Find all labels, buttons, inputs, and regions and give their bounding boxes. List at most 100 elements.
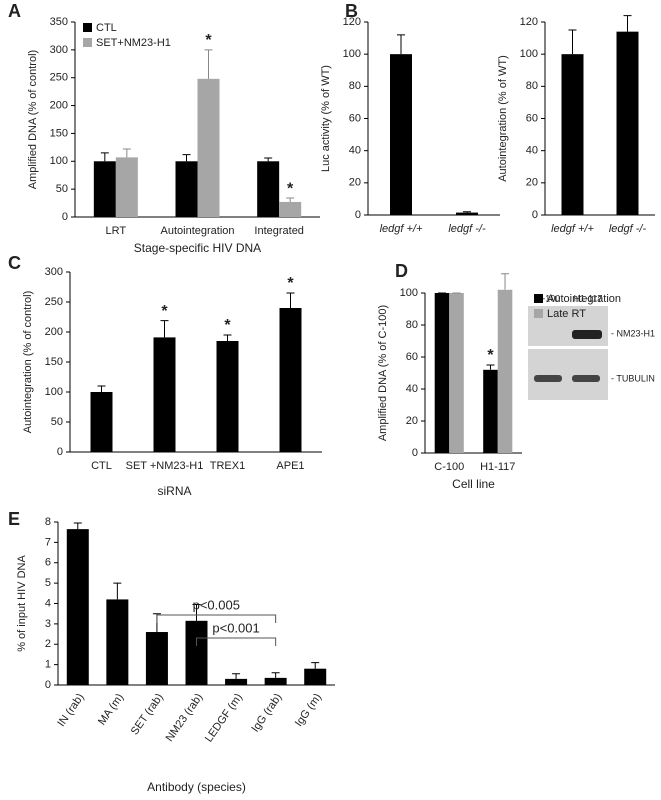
x-tick-label: IgG (rab): [249, 692, 284, 735]
x-tick-label: IN (rab): [55, 692, 86, 729]
error-bar: [486, 364, 495, 370]
error-bar: [223, 334, 232, 341]
legend-swatch: [534, 309, 543, 318]
x-tick-label: APE1: [276, 460, 304, 472]
y-tick-label: 120: [520, 16, 538, 28]
y-tick-label: 200: [50, 99, 68, 111]
western-blot: C-100 H1-117 - NM23-H1 - TUBULIN: [528, 293, 655, 400]
bar: [145, 632, 168, 685]
y-axis-label: Autointegration (% of WT): [497, 55, 509, 182]
y-tick-label: 100: [520, 48, 538, 60]
panel-label: D: [395, 261, 408, 281]
x-tick-label: CTL: [91, 460, 112, 472]
x-axis-label: Cell line: [452, 477, 495, 491]
x-tick-label: SET +NM23-H1: [126, 460, 204, 472]
y-tick-label: 300: [50, 44, 68, 56]
error-bar: [568, 29, 577, 55]
y-tick-label: 20: [349, 177, 361, 189]
y-tick-label: 150: [45, 356, 63, 368]
error-bar: [73, 522, 82, 530]
x-tick-label: IgG (m): [293, 692, 324, 729]
panel-label: C: [8, 253, 21, 273]
bar: [561, 54, 584, 215]
panel-label: B: [345, 1, 358, 21]
legend-swatch: [83, 38, 92, 47]
y-axis-label: Amplified DNA (% of control): [27, 50, 39, 189]
bar: [497, 289, 513, 453]
y-tick-label: 100: [45, 386, 63, 398]
y-tick-label: 2: [45, 638, 51, 650]
x-tick-label: NM23 (rab): [164, 692, 206, 744]
y-axis-label: Autointegration (% of control): [22, 291, 34, 433]
y-tick-label: 0: [532, 209, 538, 221]
bracket: [156, 614, 277, 623]
significance-mark: *: [205, 32, 212, 49]
bar: [456, 212, 478, 215]
y-tick-label: 8: [45, 516, 51, 528]
y-tick-label: 3: [45, 618, 51, 630]
bar: [93, 161, 116, 217]
y-axis-label: Amplified DNA (% of C-100): [377, 305, 389, 441]
error-bar: [264, 157, 273, 162]
y-tick-label: 60: [349, 112, 361, 124]
bar: [90, 392, 113, 452]
blot-band: [572, 375, 600, 382]
x-tick-label: C-100: [434, 461, 464, 473]
error-bar: [97, 385, 106, 392]
error-bar: [113, 582, 122, 600]
y-tick-label: 250: [50, 72, 68, 84]
x-tick-label: ledgf -/-: [448, 223, 486, 235]
bar: [197, 78, 220, 217]
y-tick-label: 100: [400, 287, 418, 299]
error-bar: [204, 49, 213, 79]
y-tick-label: 100: [343, 48, 361, 60]
significance-mark: *: [287, 180, 294, 197]
y-axis-label: Luc activity (% of WT): [320, 65, 332, 172]
blot-band-label: - NM23-H1: [611, 328, 655, 338]
bar: [66, 529, 89, 685]
bar: [175, 161, 198, 217]
legend-swatch: [83, 23, 92, 32]
error-bar: [192, 604, 201, 621]
error-bar: [623, 15, 632, 32]
x-tick-label: ledgf -/-: [609, 223, 647, 235]
y-tick-label: 80: [349, 80, 361, 92]
x-tick-label: Integrated: [254, 225, 304, 237]
bar: [304, 668, 327, 685]
y-tick-label: 200: [45, 326, 63, 338]
y-tick-label: 0: [62, 211, 68, 223]
bracket: [196, 637, 277, 646]
blot-band: [572, 330, 602, 339]
y-tick-label: 60: [406, 351, 418, 363]
error-bar: [286, 292, 295, 308]
x-tick-label: TREX1: [210, 460, 245, 472]
error-bar: [463, 211, 471, 213]
y-tick-label: 1: [45, 659, 51, 671]
y-tick-label: 250: [45, 296, 63, 308]
legend-swatch: [534, 294, 543, 303]
y-tick-label: 100: [50, 155, 68, 167]
x-tick-label: SET (rab): [129, 692, 166, 738]
bar: [390, 54, 412, 215]
y-tick-label: 120: [343, 16, 361, 28]
bar: [115, 157, 138, 217]
bar: [225, 678, 248, 685]
x-axis-label: Antibody (species): [147, 780, 246, 794]
y-tick-label: 40: [526, 145, 538, 157]
y-tick-label: 20: [406, 415, 418, 427]
error-bar: [397, 34, 405, 55]
x-tick-label: ledgf +/+: [551, 223, 594, 235]
error-bar: [122, 148, 131, 158]
y-tick-label: 4: [45, 597, 51, 609]
y-tick-label: 60: [526, 112, 538, 124]
error-bar: [271, 672, 280, 678]
bar: [616, 31, 639, 216]
y-tick-label: 0: [45, 679, 51, 691]
y-tick-label: 150: [50, 127, 68, 139]
bar: [279, 308, 302, 452]
bar: [106, 599, 129, 685]
x-tick-label: LEDGF (m): [203, 692, 245, 745]
y-tick-label: 350: [50, 16, 68, 28]
significance-mark: *: [161, 303, 168, 320]
